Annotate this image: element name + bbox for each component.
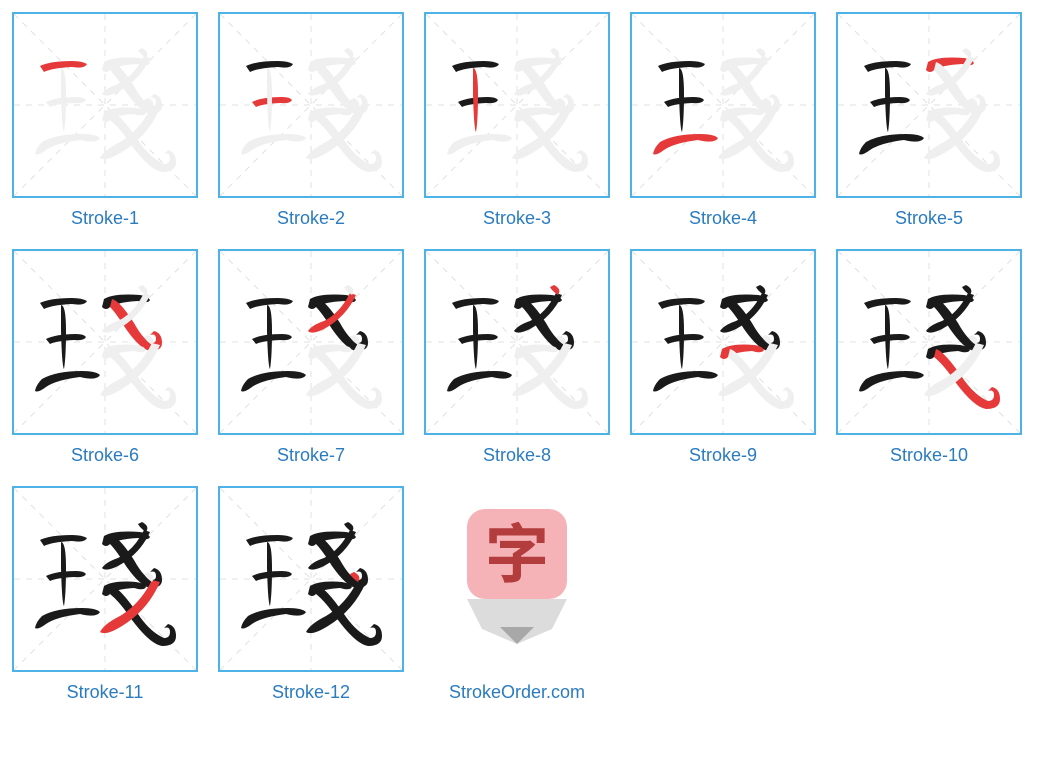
stroke-svg — [14, 14, 196, 196]
stroke-cell: Stroke-7 — [218, 249, 404, 466]
stroke-tile — [218, 486, 404, 672]
stroke-svg — [426, 251, 608, 433]
stroke-tile — [630, 249, 816, 435]
stroke-label: Stroke-9 — [689, 445, 757, 466]
logo-char: 字 — [485, 504, 549, 596]
logo-cell: 字 StrokeOrder.com — [424, 486, 610, 703]
stroke-cell: Stroke-9 — [630, 249, 816, 466]
stroke-label: Stroke-3 — [483, 208, 551, 229]
stroke-svg — [632, 14, 814, 196]
stroke-label: Stroke-12 — [272, 682, 350, 703]
stroke-tile — [218, 12, 404, 198]
stroke-label: Stroke-7 — [277, 445, 345, 466]
stroke-label: Stroke-10 — [890, 445, 968, 466]
stroke-tile — [630, 12, 816, 198]
stroke-cell: Stroke-12 — [218, 486, 404, 703]
stroke-tile — [424, 249, 610, 435]
stroke-tile — [12, 486, 198, 672]
stroke-svg — [220, 14, 402, 196]
stroke-tile — [836, 12, 1022, 198]
stroke-tile — [12, 249, 198, 435]
stroke-cell: Stroke-6 — [12, 249, 198, 466]
stroke-label: Stroke-11 — [67, 682, 144, 703]
stroke-tile — [836, 249, 1022, 435]
stroke-svg — [838, 14, 1020, 196]
stroke-label: Stroke-8 — [483, 445, 551, 466]
stroke-svg — [426, 14, 608, 196]
logo-svg: 字 — [452, 499, 582, 659]
stroke-tile — [12, 12, 198, 198]
stroke-grid: Stroke-1 Stroke-2 — [12, 12, 1038, 703]
stroke-tile — [424, 12, 610, 198]
stroke-svg — [14, 488, 196, 670]
stroke-svg — [220, 488, 402, 670]
stroke-svg — [220, 251, 402, 433]
stroke-cell: Stroke-1 — [12, 12, 198, 229]
stroke-label: Stroke-6 — [71, 445, 139, 466]
stroke-label: Stroke-4 — [689, 208, 757, 229]
stroke-cell: Stroke-11 — [12, 486, 198, 703]
stroke-label: Stroke-1 — [71, 208, 139, 229]
stroke-svg — [838, 251, 1020, 433]
logo-tile: 字 — [424, 486, 610, 672]
stroke-label: Stroke-2 — [277, 208, 345, 229]
stroke-cell: Stroke-3 — [424, 12, 610, 229]
stroke-cell: Stroke-4 — [630, 12, 816, 229]
stroke-tile — [218, 249, 404, 435]
attribution-label: StrokeOrder.com — [449, 682, 585, 703]
stroke-cell: Stroke-5 — [836, 12, 1022, 229]
stroke-cell: Stroke-2 — [218, 12, 404, 229]
stroke-svg — [632, 251, 814, 433]
stroke-cell: Stroke-10 — [836, 249, 1022, 466]
stroke-label: Stroke-5 — [895, 208, 963, 229]
stroke-svg — [14, 251, 196, 433]
stroke-cell: Stroke-8 — [424, 249, 610, 466]
